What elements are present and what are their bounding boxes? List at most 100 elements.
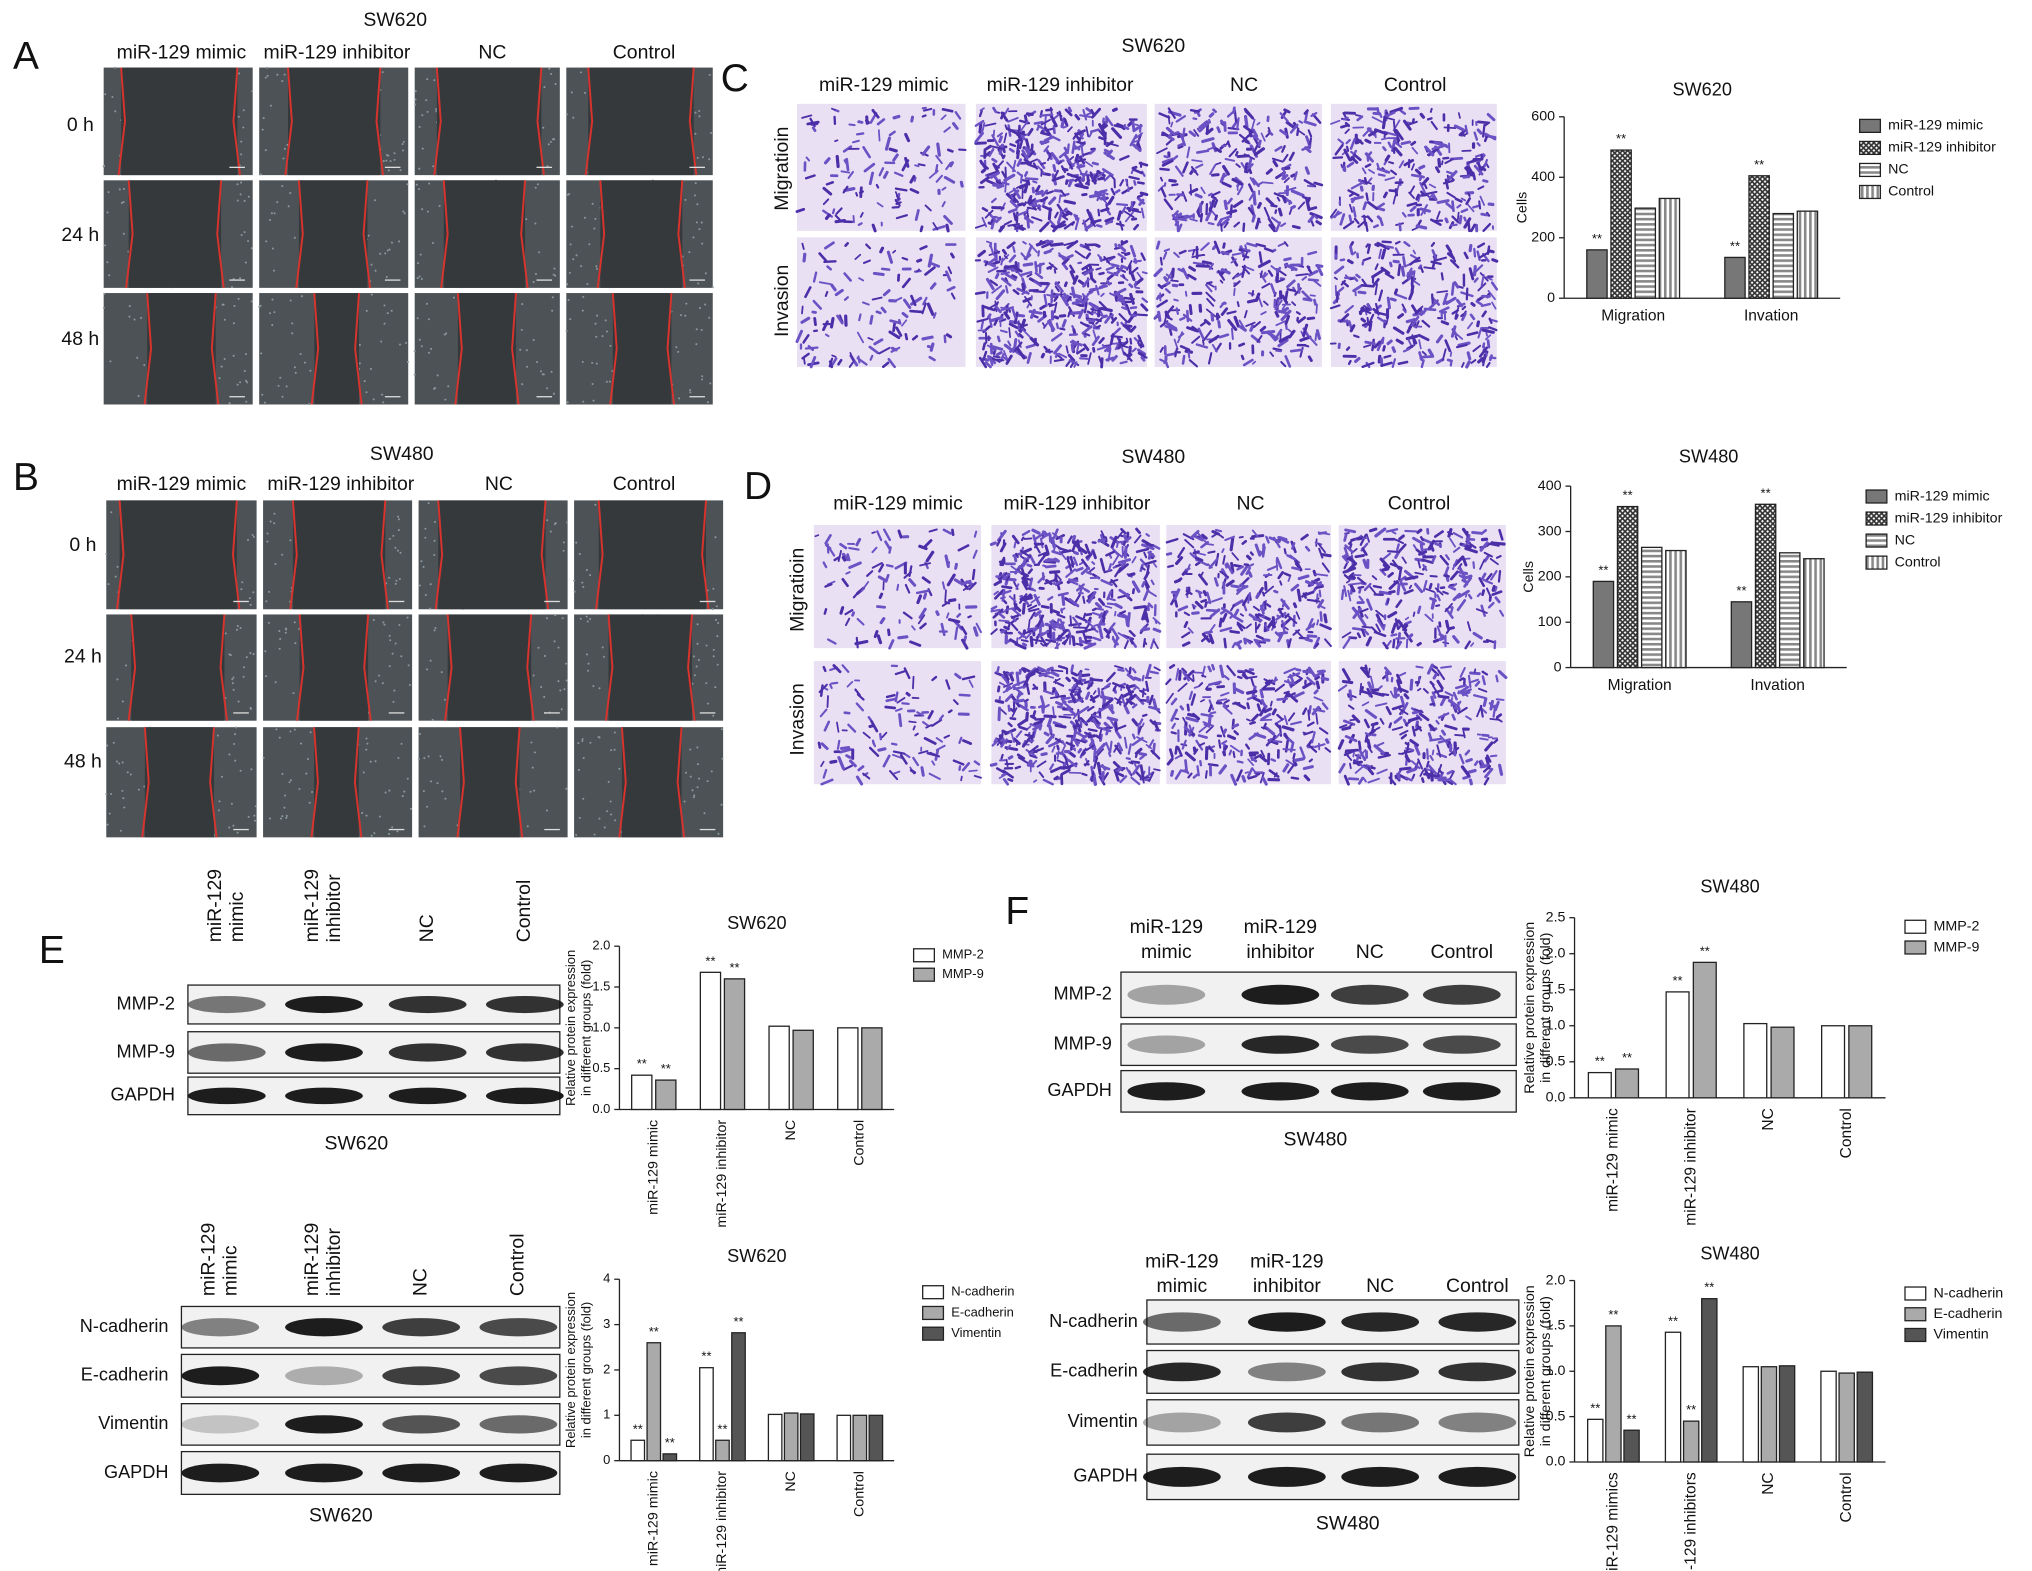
stained-cell: [1050, 669, 1064, 673]
stained-cell: [1016, 210, 1028, 217]
stained-cell: [1309, 294, 1316, 297]
cell-speck: [261, 128, 264, 131]
stained-cell: [835, 154, 840, 169]
stained-cell: [1365, 192, 1369, 201]
stained-cell: [1256, 623, 1261, 630]
stained-cell: [868, 345, 880, 355]
stained-cell: [1186, 146, 1191, 159]
stained-cell: [1436, 210, 1441, 220]
stained-cell: [1366, 303, 1373, 311]
stained-cell: [1125, 684, 1136, 689]
cell-speck: [236, 831, 239, 834]
stained-cell: [1100, 190, 1109, 196]
stained-cell: [1040, 161, 1047, 166]
stained-cell: [1155, 240, 1161, 250]
stained-cell: [990, 357, 997, 365]
stained-cell: [1482, 349, 1487, 353]
stained-cell: [931, 675, 938, 682]
cell-speck: [260, 352, 263, 355]
stained-cell: [1175, 307, 1180, 315]
stained-cell: [868, 746, 880, 757]
stained-cell: [1288, 151, 1295, 162]
stained-cell: [1030, 611, 1036, 620]
stained-cell: [1343, 148, 1352, 162]
stained-cell: [1131, 580, 1141, 593]
wound-edge: [310, 292, 320, 405]
wound-gap: [588, 67, 694, 176]
stained-cell: [1409, 256, 1421, 266]
cell-speck: [128, 315, 131, 318]
stained-cell: [1276, 328, 1283, 338]
stained-cell: [1460, 197, 1467, 202]
stained-cell: [843, 296, 849, 301]
cell-speck: [395, 579, 398, 582]
stained-cell: [1026, 217, 1030, 229]
stained-cell: [870, 720, 879, 733]
stained-cell: [1208, 334, 1220, 344]
cell-speck: [440, 671, 443, 674]
stained-cell: [830, 283, 837, 292]
cell-speck: [593, 227, 596, 230]
wound-edge: [540, 500, 550, 610]
cell-speck: [521, 303, 524, 306]
stained-cell: [1114, 766, 1123, 774]
stained-cell: [1349, 245, 1354, 256]
stained-cell: [1488, 317, 1493, 325]
cell-speck: [365, 814, 368, 817]
stained-cell: [1032, 748, 1040, 754]
wound-edge: [666, 292, 675, 405]
cell-speck: [106, 744, 109, 747]
cell-speck: [710, 770, 713, 773]
stained-cell: [1159, 256, 1163, 266]
cell-speck: [370, 293, 373, 296]
cell-speck: [706, 780, 709, 783]
stained-cell: [1061, 211, 1071, 218]
stained-cell: [1148, 771, 1155, 782]
stained-cell: [1007, 704, 1011, 712]
cell-speck: [400, 742, 403, 745]
cell-speck: [384, 252, 387, 255]
cell-speck: [266, 532, 269, 535]
stained-cell: [1131, 733, 1136, 740]
cell-speck: [583, 91, 587, 94]
stained-cell: [1003, 311, 1011, 320]
stained-cell: [1294, 559, 1303, 572]
cell-speck: [701, 375, 704, 378]
stained-cell: [1247, 183, 1254, 193]
stained-cell: [1024, 171, 1029, 177]
stained-cell: [1067, 310, 1082, 316]
cell-speck: [244, 379, 248, 382]
stained-cell: [1112, 685, 1117, 692]
stained-cell: [1241, 132, 1252, 143]
stained-cell: [1208, 262, 1215, 271]
stained-cell: [1141, 543, 1155, 551]
stained-cell: [1100, 579, 1113, 586]
stained-cell: [1267, 269, 1274, 277]
stained-cell: [946, 148, 954, 153]
stained-cell: [917, 614, 926, 625]
stained-cell: [1236, 185, 1244, 196]
stained-cell: [1106, 346, 1112, 353]
stained-cell: [1303, 120, 1317, 127]
stained-cell: [1279, 277, 1286, 281]
stained-cell: [1337, 138, 1345, 145]
stained-cell: [935, 174, 943, 183]
stained-cell: [1135, 527, 1141, 535]
cell-speck: [217, 809, 220, 812]
stained-cell: [842, 145, 853, 153]
stained-cell: [1215, 161, 1222, 166]
stained-cell: [1055, 701, 1064, 707]
cell-speck: [421, 208, 424, 211]
stained-cell: [1076, 129, 1086, 136]
micrograph: [263, 614, 413, 721]
stained-cell: [1014, 642, 1027, 650]
stained-cell: [1208, 557, 1219, 570]
stained-cell: [1104, 216, 1115, 223]
stained-cell: [1455, 298, 1464, 308]
wound-edge: [511, 292, 520, 405]
cell-speck: [519, 348, 522, 351]
stained-cell: [1116, 293, 1124, 303]
cell-speck: [245, 400, 248, 403]
stained-cell: [1473, 164, 1484, 176]
stained-cell: [1133, 762, 1138, 768]
